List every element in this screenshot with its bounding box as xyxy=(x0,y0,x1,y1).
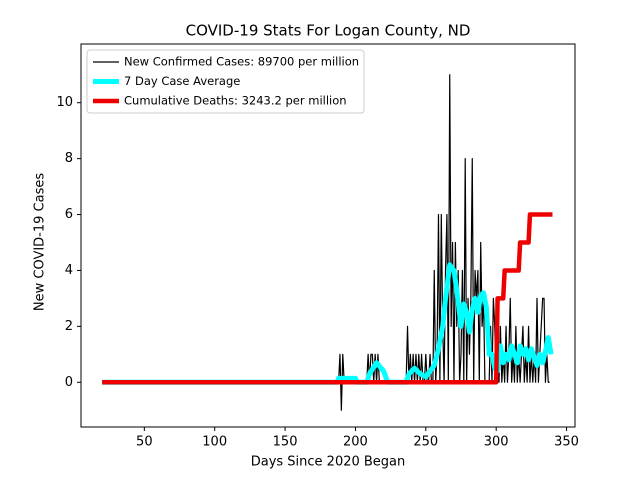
x-tick-label: 300 xyxy=(484,435,509,450)
x-tick-label: 350 xyxy=(554,435,579,450)
y-tick-label: 2 xyxy=(65,319,73,334)
legend-label: Cumulative Deaths: 3243.2 per million xyxy=(124,94,347,108)
legend: New Confirmed Cases: 89700 per million 7 … xyxy=(86,49,365,114)
x-tick-label: 100 xyxy=(202,435,227,450)
x-tick-label: 150 xyxy=(273,435,298,450)
plot-frame xyxy=(80,43,576,428)
series-line xyxy=(102,212,553,385)
y-tick-label: 0 xyxy=(65,375,73,390)
y-tick-label: 8 xyxy=(65,151,73,166)
x-tick-label: 200 xyxy=(343,435,368,450)
x-axis-label: Days Since 2020 Began xyxy=(251,455,406,470)
y-tick-label: 4 xyxy=(65,263,73,278)
y-axis-label: New COVID-19 Cases xyxy=(33,173,48,311)
x-tick-label: 250 xyxy=(413,435,438,450)
y-tick-label: 10 xyxy=(56,95,73,110)
series-line xyxy=(102,74,550,411)
legend-box xyxy=(86,49,365,114)
plot-area: 50 100 150 200 250 300 350 0 2 4 6 8 10 xyxy=(56,43,579,450)
chart-title: COVID-19 Stats For Logan County, ND xyxy=(186,22,471,40)
legend-label: 7 Day Case Average xyxy=(124,74,240,88)
y-tick-label: 6 xyxy=(65,207,73,222)
x-tick-label: 50 xyxy=(136,435,153,450)
legend-label: New Confirmed Cases: 89700 per million xyxy=(124,55,359,69)
